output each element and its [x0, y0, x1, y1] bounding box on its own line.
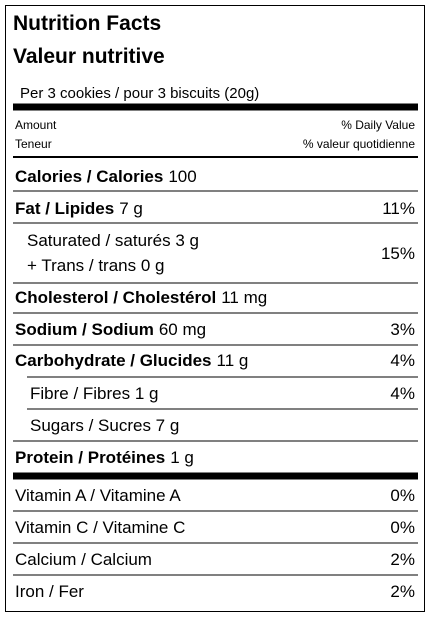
row-dv: 15% [381, 244, 415, 263]
row-label: Vitamin C / Vitamine C [15, 518, 185, 537]
dv-header: % Daily Value [341, 118, 415, 132]
row-label: Carbohydrate / Glucides [15, 351, 212, 370]
row-label: Vitamin A / Vitamine A [15, 486, 181, 505]
row: Protein / Protéines 1 g [15, 448, 194, 467]
row-dv: 11% [382, 199, 415, 218]
row-label: Sugars / Sucres 7 g [30, 416, 179, 435]
row-label: Fat / Lipides [15, 199, 114, 218]
row-label: Protein / Protéines [15, 448, 165, 467]
row: Carbohydrate / Glucides 11 g [15, 351, 248, 370]
row-dv: 0% [390, 486, 415, 505]
row-amount: 100 [168, 167, 196, 186]
row-dv: 3% [390, 320, 415, 339]
amount-header: Amount [15, 118, 57, 132]
row-dv: 4% [390, 351, 415, 370]
row-dv: 2% [390, 582, 415, 601]
row: Cholesterol / Cholestérol 11 mg [15, 288, 267, 307]
row-amount: 11 mg [221, 288, 267, 307]
dv-header: % valeur quotidienne [303, 137, 415, 151]
serving: Per 3 cookies / pour 3 biscuits (20g) [20, 85, 259, 102]
row-dv: 4% [390, 384, 415, 403]
row-amount: 60 mg [159, 320, 206, 339]
row-label: Saturated / saturés 3 g [27, 231, 199, 250]
row-amount: 7 g [119, 199, 143, 218]
row-label: + Trans / trans 0 g [27, 256, 165, 275]
row: Calories / Calories 100 [15, 167, 197, 186]
row-label: Calcium / Calcium [15, 550, 152, 569]
row-label: Sodium / Sodium [15, 320, 154, 339]
row-dv: 0% [390, 518, 415, 537]
subtitle: Valeur nutritive [13, 45, 165, 68]
row-amount: 1 g [170, 448, 194, 467]
row-amount: 11 g [217, 351, 249, 370]
row-label: Iron / Fer [15, 582, 84, 601]
amount-header: Teneur [15, 137, 52, 151]
row: Sodium / Sodium 60 mg [15, 320, 206, 339]
row-label: Calories / Calories [15, 167, 163, 186]
title: Nutrition Facts [13, 12, 161, 35]
row: Fat / Lipides 7 g [15, 199, 143, 218]
row-dv: 2% [390, 550, 415, 569]
row-label: Fibre / Fibres 1 g [30, 384, 159, 403]
row-label: Cholesterol / Cholestérol [15, 288, 216, 307]
